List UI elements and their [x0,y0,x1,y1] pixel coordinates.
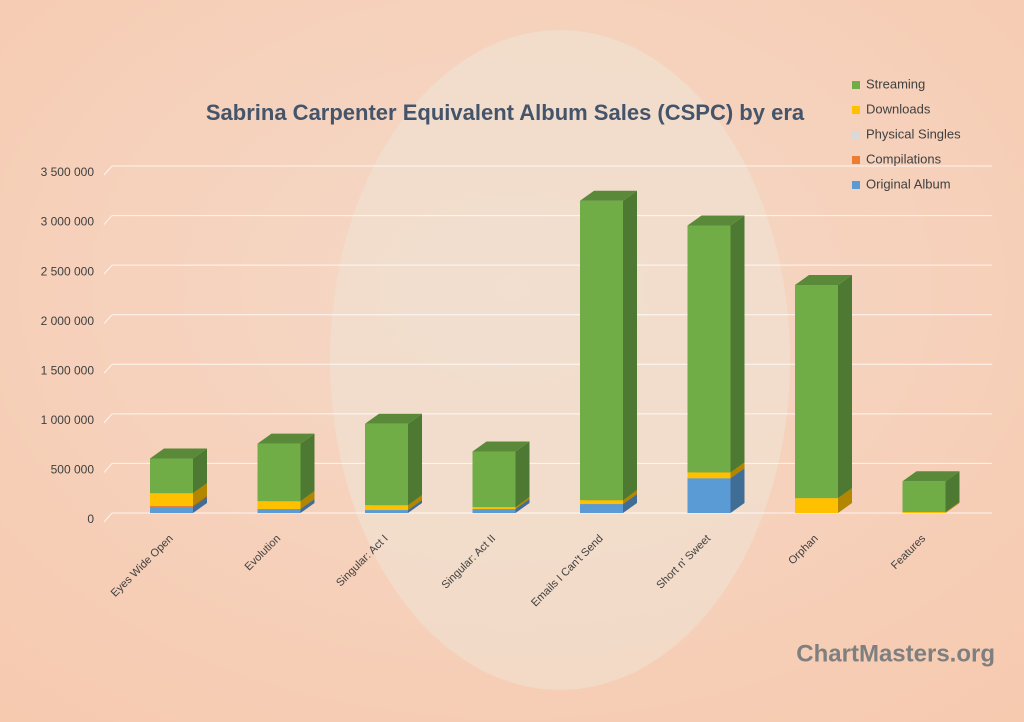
legend-swatch [852,131,860,139]
bar-segment [580,500,623,505]
bar-side [408,500,422,513]
bar-side [193,497,207,513]
bar-side [193,448,207,494]
bar-top [580,190,637,201]
y-tick-label: 1 500 000 [41,363,95,377]
bar-segment [902,481,946,513]
legend-label: Downloads [866,101,931,116]
bar-segment [150,458,193,494]
legend-label: Physical Singles [866,126,961,141]
bar-side [838,488,852,513]
bar-segment [472,509,516,513]
photo-shade [330,30,790,690]
bar-side [300,499,315,513]
bar-top [472,441,530,452]
bar-top [687,215,745,226]
grid-wall [103,512,113,523]
grid-wall [103,363,113,374]
bar-segment [687,478,731,513]
bar-side [193,483,207,507]
grid-wall [103,215,113,225]
bar-top [902,471,960,482]
bar-segment [257,443,301,502]
bar-top [795,274,852,285]
bar-segment [257,509,301,513]
bar-segment [150,493,193,507]
bar-segment [580,200,623,501]
y-tick-label: 3 500 000 [41,165,95,179]
chart-title: Sabrina Carpenter Equivalent Album Sales… [206,100,805,125]
y-tick-label: 0 [87,512,94,526]
bar-side [408,413,422,506]
legend-swatch [852,106,860,114]
y-tick-label: 2 500 000 [41,264,95,278]
bar-segment [150,507,193,513]
grid-wall [103,413,113,424]
bar-side [623,490,637,505]
bar-segment [472,507,516,510]
bar-side [623,494,637,513]
legend-swatch [852,156,860,164]
legend-swatch [852,181,860,189]
bar-segment [257,501,301,510]
grid-wall [103,314,113,325]
bar-segment [365,505,408,511]
legend-label: Original Album [866,176,951,191]
bar-top [150,448,207,459]
bar-side [730,462,745,479]
watermark: ChartMasters.org [796,640,995,667]
bar-segment [902,512,946,513]
legend-label: Compilations [866,151,942,166]
bar-side [945,471,960,513]
legend-label: Streaming [866,76,925,91]
bar-side [730,468,745,513]
bar-side [838,274,852,499]
bar-side [623,190,637,501]
bar-segment [150,506,193,508]
y-tick-label: 3 000 000 [41,215,95,229]
bar-side [515,497,530,510]
bar-side [300,491,315,510]
y-tick-label: 2 000 000 [41,314,95,328]
bar-side [515,499,530,513]
grid-wall [103,165,113,176]
bar-side [515,441,530,508]
bar-segment [580,504,623,513]
bar-side [945,502,960,513]
bar-segment [795,498,838,513]
bar-segment [795,284,838,499]
bar-side [408,495,422,511]
grid-wall [103,463,113,473]
bar-segment [365,510,408,513]
bar-top [257,433,315,444]
bar-segment [365,423,408,506]
bar-segment [472,451,516,508]
y-tick-label: 1 000 000 [41,413,95,427]
grid-wall [103,264,113,275]
y-tick-label: 500 000 [51,463,95,477]
bar-top [365,413,422,424]
bar-segment [687,472,731,479]
bar-segment [687,225,731,473]
bar-side [730,215,745,473]
bar-side [193,496,207,508]
bar-side [300,433,315,502]
legend-swatch [852,81,860,89]
